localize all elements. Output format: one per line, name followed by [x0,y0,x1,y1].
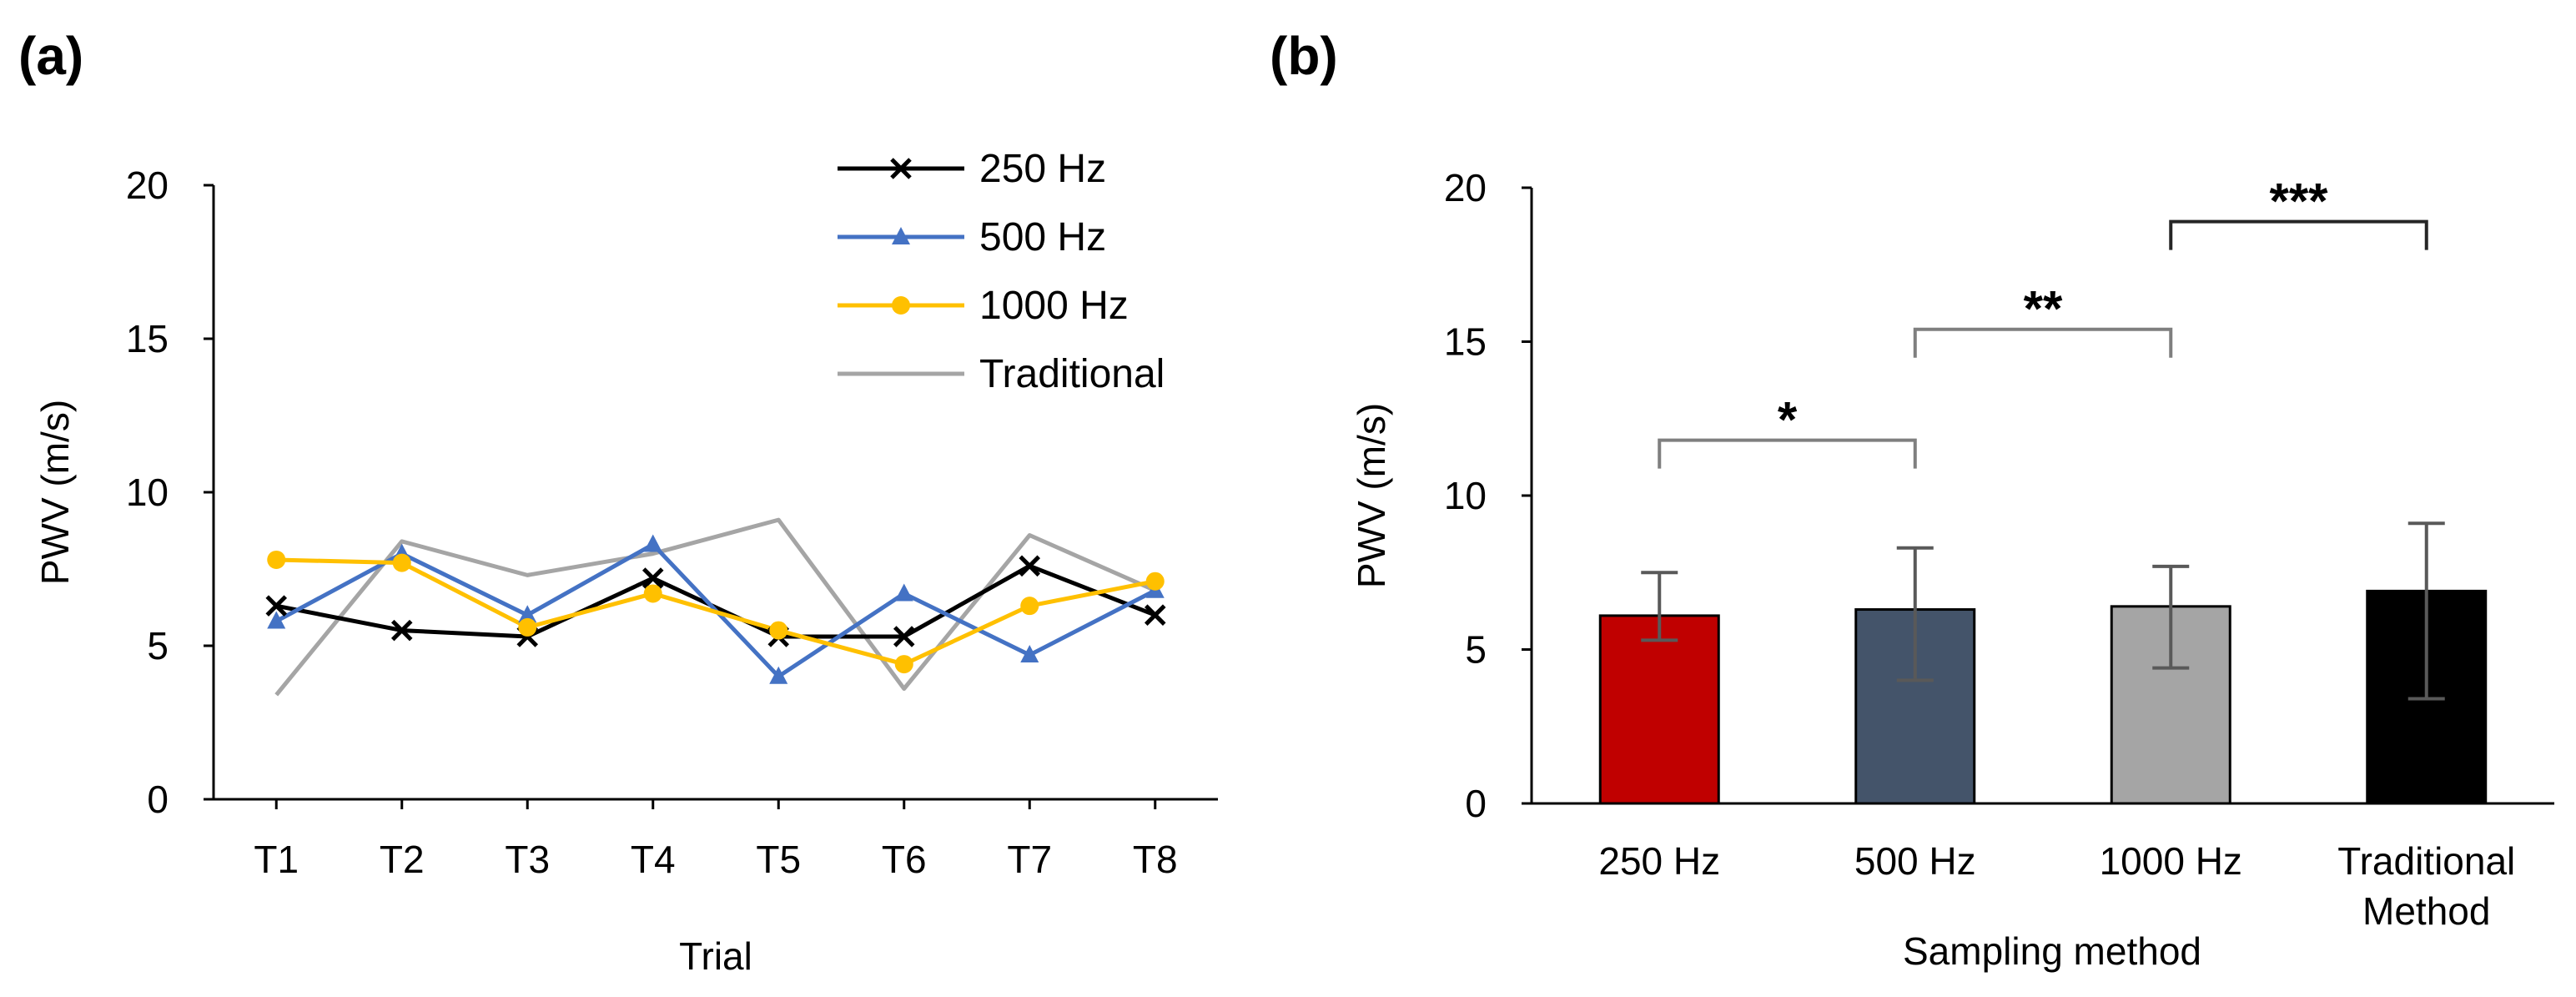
x-marker-stroke [641,567,664,589]
data-point-x [265,595,288,617]
x-tick-label: 250 Hz [1598,839,1720,883]
data-point-x [641,567,664,589]
bracket-line [2169,219,2428,250]
data-point-x [1144,604,1166,626]
x-tick-label: Traditional [2337,839,2515,883]
y-tick-label: 10 [1444,474,1487,517]
y-tick-label: 15 [126,317,169,360]
legend-label: 250 Hz [979,147,1106,191]
significance-label: ** [2024,281,2063,337]
x-marker-stroke [1144,604,1166,626]
significance-bracket: * [1658,392,1917,469]
x-tick-label: T3 [505,838,550,881]
data-point-triangle [769,666,788,684]
x-axis-title: Sampling method [1903,929,2201,973]
series-line-1000-hz [276,557,1156,667]
x-axis-title: Trial [679,934,752,978]
legend-label: 500 Hz [979,215,1106,259]
y-tick-label: 20 [126,164,169,207]
panel-label-b: (b) [1270,26,1338,86]
legend-label: Traditional [979,352,1165,396]
data-point-triangle [643,534,662,552]
data-point-circle [894,655,913,674]
x-tick-label: T2 [380,838,425,881]
data-point-circle [1145,572,1165,591]
y-tick-label: 15 [1444,320,1487,364]
data-point-circle [267,550,286,569]
x-tick-label: T7 [1007,838,1052,881]
y-axis-title: PWV (m/s) [33,400,77,585]
x-tick-label: 500 Hz [1854,839,1976,883]
y-tick-label: 0 [147,778,169,821]
x-tick-label: T6 [882,838,927,881]
y-tick-label: 5 [1465,628,1487,672]
x-marker-stroke [390,619,413,642]
significance-label: * [1778,392,1798,448]
x-marker-stroke [265,595,288,617]
bracket-line [1658,438,1917,469]
x-tick-label: T4 [631,838,676,881]
error-bar [2152,564,2190,670]
y-tick-label: 0 [1465,782,1487,825]
x-marker-stroke [893,626,915,647]
data-point-circle [769,621,788,640]
significance-label: *** [2269,174,2328,229]
data-point-circle [518,617,537,637]
legend-label: 1000 Hz [979,284,1129,328]
y-tick-label: 20 [1444,166,1487,209]
significance-bracket: ** [1913,281,2173,358]
y-axis-title: PWV (m/s) [1350,403,1393,588]
data-point-circle [643,584,662,603]
error-bar [1896,546,1934,682]
significance-bracket: *** [2169,174,2428,250]
y-tick-label: 10 [126,471,169,514]
x-marker-stroke [1019,555,1041,577]
x-tick-label: T8 [1133,838,1178,881]
series-line-traditional [274,517,1156,697]
x-tick-label: T5 [756,838,801,881]
error-bar [1641,571,1678,642]
series-line-250-hz [275,563,1156,639]
data-point-circle [1020,597,1039,616]
panel-label-a: (a) [18,26,84,86]
data-point-x [893,626,915,647]
legend-marker-circle [892,296,910,315]
data-point-x [390,619,413,642]
x-tick-label: T1 [254,838,299,881]
x-tick-label: 1000 Hz [2100,839,2242,883]
data-point-circle [392,553,411,572]
data-point-triangle [518,605,537,623]
data-point-triangle [1020,645,1039,663]
x-tick-label: Method [2362,889,2490,933]
data-point-triangle [267,611,286,629]
bracket-line [1913,327,2173,358]
data-point-triangle [894,583,913,602]
y-tick-label: 5 [147,624,169,667]
legend-marker-x [890,158,912,179]
error-bar [2407,521,2445,701]
x-marker-stroke [890,158,912,179]
data-point-x [1019,555,1041,577]
legend-marker-triangle [892,227,910,244]
bar [1598,614,1720,805]
